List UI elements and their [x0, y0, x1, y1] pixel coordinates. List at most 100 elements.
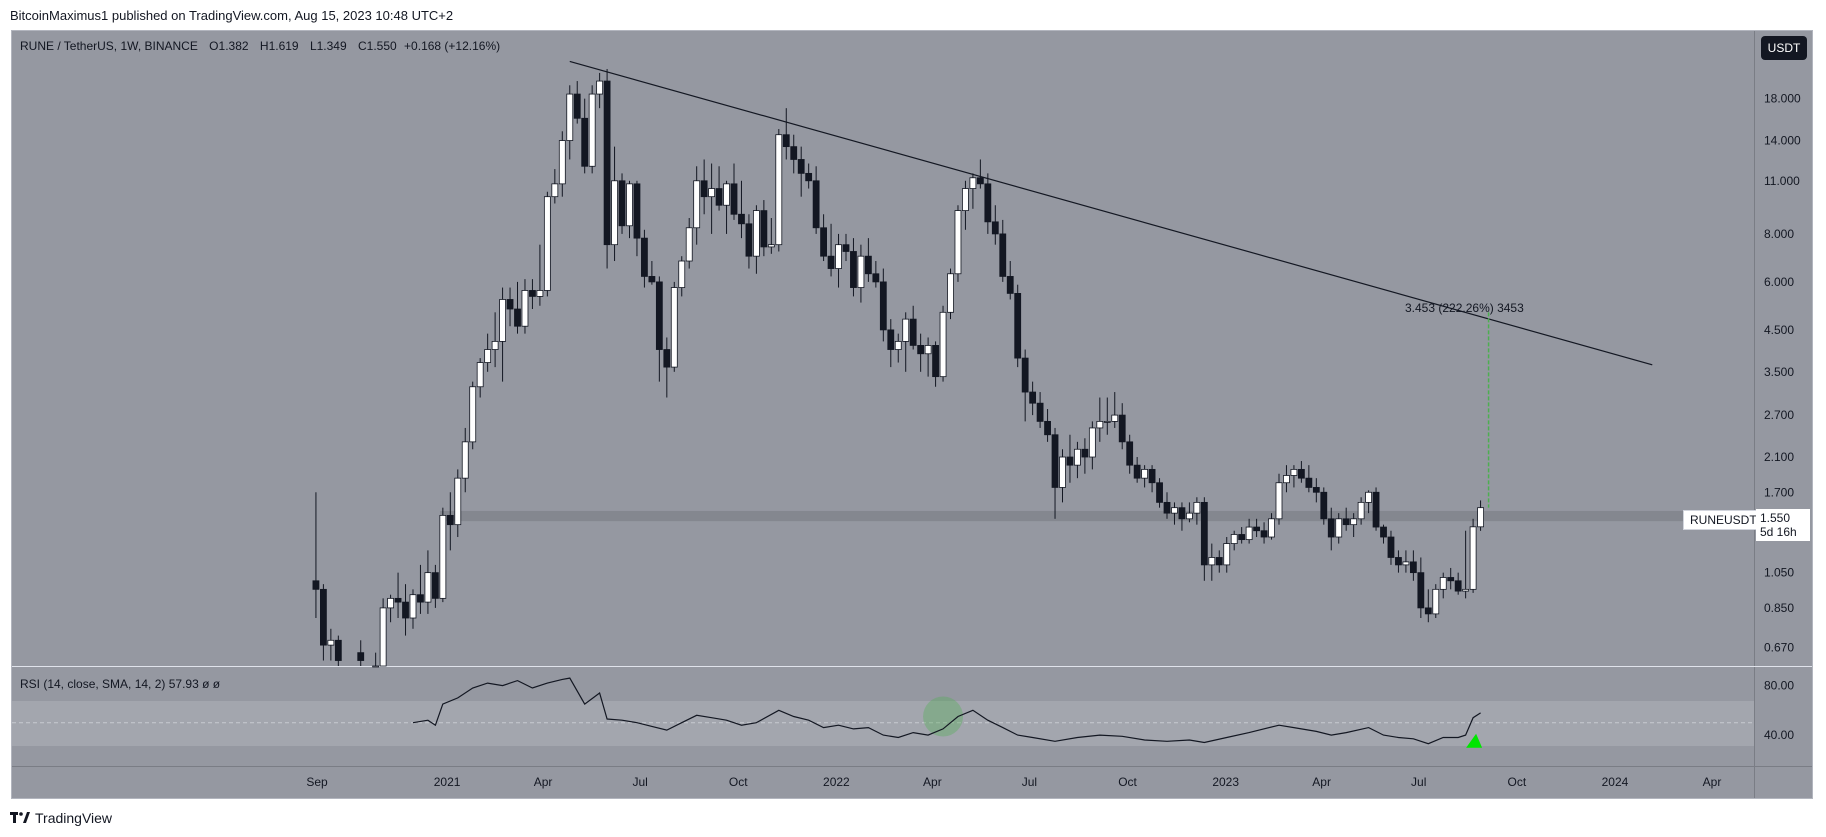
candle-up: [1462, 588, 1470, 592]
candle-up: [857, 255, 865, 288]
ticker-label: RUNEUSDT: [1683, 510, 1764, 530]
time-tick-label: Jul: [632, 775, 647, 789]
measure-label: 3.453 (222.26%) 3453: [1405, 301, 1524, 315]
publisher-attribution: BitcoinMaximus1 published on TradingView…: [10, 8, 454, 23]
price-tick-label: 2.700: [1764, 408, 1794, 422]
pane-separator[interactable]: [12, 666, 1812, 667]
candle-up: [1350, 518, 1358, 526]
candle-down: [887, 329, 895, 350]
candle-down: [334, 639, 342, 661]
time-tick-label: Oct: [729, 775, 748, 789]
candle-up: [424, 572, 432, 603]
candle-down: [1036, 402, 1044, 422]
candle-up: [1477, 507, 1484, 528]
candle-down: [663, 349, 671, 368]
candle-down: [648, 276, 656, 283]
last-price-tag: 1.550 5d 16h: [1756, 509, 1810, 541]
time-scale[interactable]: [12, 766, 1754, 798]
close-value: 1.550: [366, 39, 397, 53]
candle-down: [917, 345, 925, 355]
price-tick-label: 0.850: [1764, 601, 1794, 615]
candle-up: [1186, 512, 1193, 520]
candle-down: [1380, 526, 1387, 538]
candle-down: [1081, 448, 1089, 458]
candle-down: [797, 159, 805, 174]
candle-up: [596, 80, 604, 95]
candle-down: [1409, 561, 1417, 574]
candle-up: [1088, 427, 1096, 458]
support-zone: [440, 510, 1754, 522]
time-tick-label: Apr: [923, 775, 942, 789]
candle-up: [767, 244, 775, 248]
candle-up: [1230, 534, 1238, 544]
time-tick-label: 2024: [1602, 775, 1629, 789]
candle-down: [1305, 477, 1313, 488]
candle-up: [1193, 501, 1201, 514]
open-value: 1.382: [218, 39, 249, 53]
candle-up: [902, 318, 910, 342]
candle-up: [611, 180, 618, 246]
candle-up: [775, 134, 783, 246]
candle-up: [1402, 561, 1410, 566]
candle-up: [1059, 456, 1066, 488]
candle-down: [1044, 420, 1051, 436]
candle-up: [1290, 468, 1298, 476]
candle-down: [1200, 501, 1208, 566]
candle-down: [514, 308, 521, 327]
candle-down: [446, 514, 454, 526]
time-tick-label: 2022: [823, 775, 850, 789]
candle-down: [1454, 580, 1462, 592]
candle-up: [723, 183, 730, 206]
time-tick-label: Apr: [1703, 775, 1722, 789]
rsi-highlight: [923, 696, 964, 737]
candle-up: [969, 177, 977, 189]
candle-up: [543, 196, 551, 291]
candle-up: [454, 477, 462, 526]
candle-up: [476, 362, 484, 388]
price-scale[interactable]: [1754, 31, 1812, 766]
candle-down: [581, 117, 589, 167]
candle-down: [991, 221, 999, 235]
candle-down: [1387, 536, 1395, 558]
open-label: O: [209, 39, 219, 53]
candle-up: [1245, 526, 1253, 541]
price-pane[interactable]: [12, 31, 1754, 666]
candle-down: [909, 318, 917, 346]
candle-down: [1312, 487, 1320, 493]
candle-down: [1066, 456, 1074, 466]
candle-up: [521, 290, 529, 327]
candle-up: [1275, 482, 1283, 520]
candle-down: [1372, 491, 1380, 528]
candle-down: [357, 652, 365, 661]
price-tick-label: 3.500: [1764, 365, 1794, 379]
tradingview-footer[interactable]: TradingView: [10, 810, 112, 826]
symbol-info[interactable]: RUNE / TetherUS, 1W, BINANCE: [20, 39, 198, 53]
candle-down: [827, 255, 835, 269]
time-tick-label: Apr: [1312, 775, 1331, 789]
rsi-arrow-icon: [1466, 733, 1483, 748]
rsi-band: [12, 701, 1754, 746]
candle-up: [939, 311, 947, 378]
candle-up: [670, 287, 678, 368]
rsi-legend[interactable]: RSI (14, close, SMA, 14, 2) 57.93 ø ø: [20, 677, 221, 691]
candle-up: [1335, 518, 1343, 538]
candle-up: [693, 180, 701, 229]
candle-down: [812, 180, 820, 229]
candle-up: [1469, 526, 1477, 590]
candle-down: [1118, 414, 1126, 443]
currency-button[interactable]: USDT: [1761, 36, 1807, 60]
candle-down: [431, 572, 439, 599]
candle-down: [1163, 501, 1171, 514]
candle-up: [558, 140, 566, 185]
scale-corner: [1754, 766, 1812, 798]
candle-down: [312, 580, 320, 590]
price-tick-label: 6.000: [1764, 275, 1794, 289]
candle-down: [573, 93, 581, 119]
candle-up: [1111, 414, 1119, 422]
candle-up: [469, 386, 477, 443]
candle-down: [984, 183, 992, 223]
time-tick-label: Jul: [1022, 775, 1037, 789]
candle-down: [879, 281, 887, 331]
candle-up: [588, 93, 596, 167]
